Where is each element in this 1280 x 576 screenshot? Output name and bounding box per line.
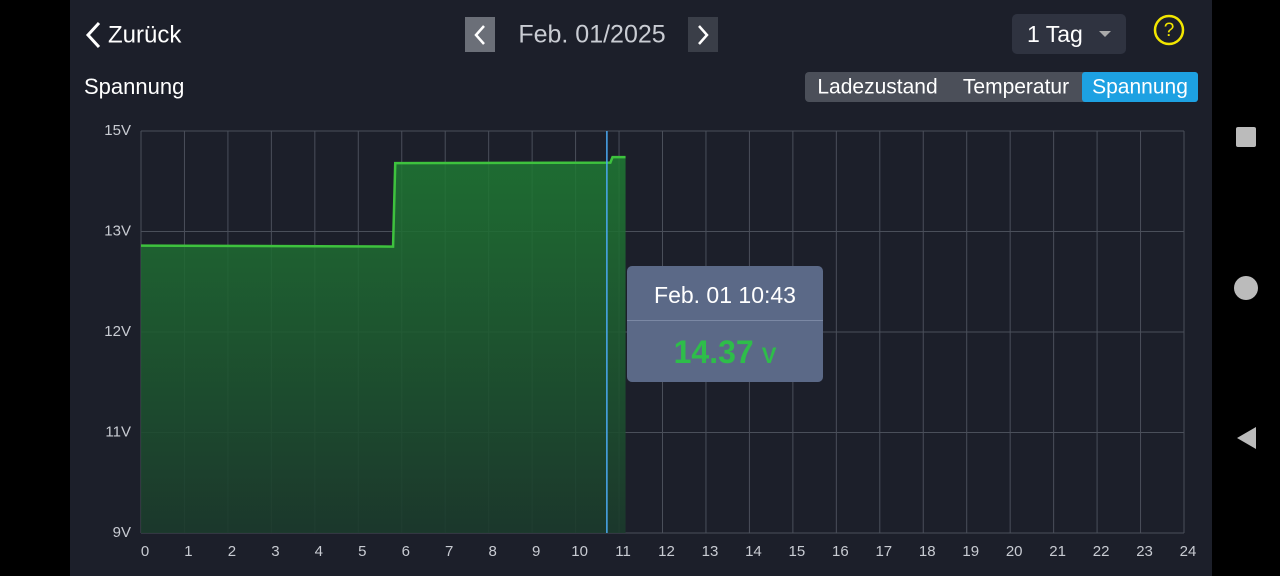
x-tick-label: 21	[1049, 543, 1066, 560]
tab[interactable]: Ladezustand	[817, 76, 937, 99]
area-fill	[141, 157, 626, 533]
x-tick-label: 8	[488, 543, 496, 560]
tab-label: Temperatur	[963, 76, 1069, 99]
line	[140, 155, 626, 248]
x-tick-label: 15	[789, 543, 806, 560]
back-button[interactable]: Zurück	[85, 21, 182, 49]
x-tick-label: 1	[184, 543, 192, 560]
next-icon	[698, 25, 709, 45]
x-tick-label: 5	[358, 543, 366, 560]
x-tick-label: 19	[962, 543, 979, 560]
x-tick-label: 20	[1006, 543, 1023, 560]
next-day-button[interactable]	[688, 17, 718, 52]
x-tick-label: 12	[658, 543, 675, 560]
section-title: Spannung	[84, 74, 184, 99]
x-tick-label: 9	[532, 543, 540, 560]
x-tick-label: 4	[315, 543, 323, 560]
back-label: Zurück	[108, 21, 182, 48]
tab-label: Spannung	[1092, 76, 1188, 99]
tooltip: Feb. 01 10:43 14.37 V	[627, 266, 823, 382]
x-tick-label: 23	[1136, 543, 1153, 560]
home-button[interactable]	[1234, 276, 1258, 300]
dropdown-bg	[1012, 14, 1126, 54]
tab[interactable]: Spannung	[1082, 72, 1198, 102]
x-tick-label: 17	[875, 543, 892, 560]
next-day-bg	[688, 17, 718, 52]
range-label: 1 Tag	[1027, 21, 1083, 47]
tabs: Ladezustand Temperatur Spannung	[817, 72, 1198, 102]
x-tick-label: 24	[1180, 543, 1197, 560]
tooltip-time: Feb. 01 10:43	[627, 266, 823, 321]
x-tick-label: 11	[615, 543, 631, 560]
tooltip-value-row: 14.37 V	[627, 321, 823, 387]
help-circle	[1153, 14, 1185, 46]
y-tick-label: 9V	[113, 524, 131, 541]
x-tick-label: 10	[571, 543, 588, 560]
prev-day-bg	[465, 17, 495, 52]
tab-label: Ladezustand	[817, 76, 937, 99]
x-tick-label: 0	[141, 543, 149, 560]
x-tick-label: 16	[832, 543, 849, 560]
y-tick-label: 11V	[105, 423, 131, 440]
date-label: Feb. 01/2025	[518, 21, 665, 49]
prev-day-button[interactable]	[465, 17, 495, 52]
tab[interactable]: Temperatur	[963, 76, 1069, 99]
tooltip-unit: V	[761, 343, 777, 368]
back-icon	[85, 21, 101, 49]
x-tick-label: 7	[445, 543, 453, 560]
x-tick-label: 22	[1093, 543, 1110, 560]
x-tick-label: 13	[702, 543, 719, 560]
help-label: ?	[1164, 20, 1175, 41]
tab-active-bg	[1082, 72, 1198, 102]
nav-back-button[interactable]	[1237, 427, 1256, 449]
y-tick-label: 12V	[104, 323, 131, 340]
x-tick-label: 14	[745, 543, 762, 560]
x-tick-label: 3	[271, 543, 279, 560]
recents-button[interactable]	[1236, 127, 1256, 147]
prev-icon	[474, 25, 485, 45]
x-tick-label: 18	[919, 543, 936, 560]
tooltip-value: 14.37	[673, 334, 754, 370]
range-dropdown[interactable]: 1 Tag	[1012, 14, 1126, 54]
dropdown-arrow	[1099, 31, 1111, 37]
help-button[interactable]: ?	[1153, 14, 1185, 46]
y-tick-label: 15V	[104, 122, 131, 139]
y-tick-label: 13V	[104, 222, 131, 239]
x-tick-label: 2	[228, 543, 236, 560]
x-tick-label: 6	[402, 543, 410, 560]
